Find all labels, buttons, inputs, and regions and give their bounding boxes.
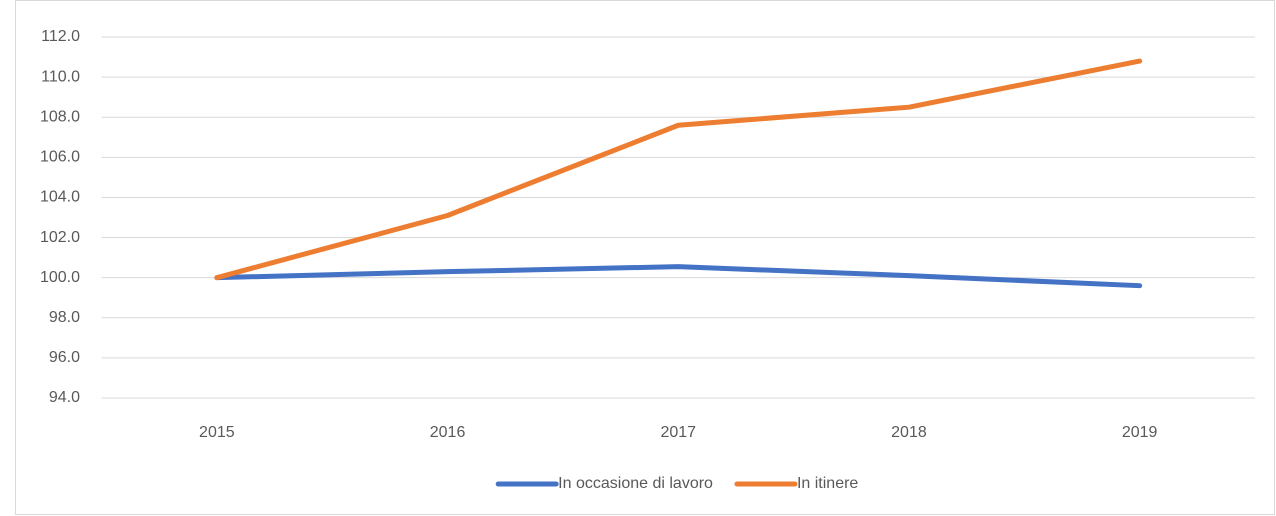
y-tick-label: 104.0 bbox=[40, 189, 80, 206]
legend-item: In itinere bbox=[734, 475, 858, 492]
series-line bbox=[214, 264, 1143, 289]
y-tick-label: 102.0 bbox=[40, 229, 80, 246]
legend-item: In occasione di lavoro bbox=[495, 475, 713, 492]
y-tick-label: 96.0 bbox=[49, 349, 80, 366]
x-tick-label: 2016 bbox=[430, 424, 466, 441]
x-tick-label: 2018 bbox=[891, 424, 927, 441]
y-tick-label: 110.0 bbox=[41, 68, 80, 85]
y-tick-label: 100.0 bbox=[40, 269, 80, 286]
y-tick-label: 106.0 bbox=[40, 149, 80, 166]
chart-frame bbox=[15, 0, 1275, 515]
x-tick-label: 2017 bbox=[660, 424, 696, 441]
y-tick-label: 112.0 bbox=[41, 28, 80, 45]
y-tick-label: 98.0 bbox=[49, 309, 80, 326]
legend-label: In itinere bbox=[797, 475, 858, 492]
y-tick-label: 108.0 bbox=[40, 108, 80, 125]
y-tick-label: 94.0 bbox=[49, 389, 80, 406]
x-tick-label: 2015 bbox=[199, 424, 235, 441]
series-line bbox=[214, 58, 1143, 281]
legend-label: In occasione di lavoro bbox=[558, 475, 713, 492]
x-tick-label: 2019 bbox=[1122, 424, 1158, 441]
